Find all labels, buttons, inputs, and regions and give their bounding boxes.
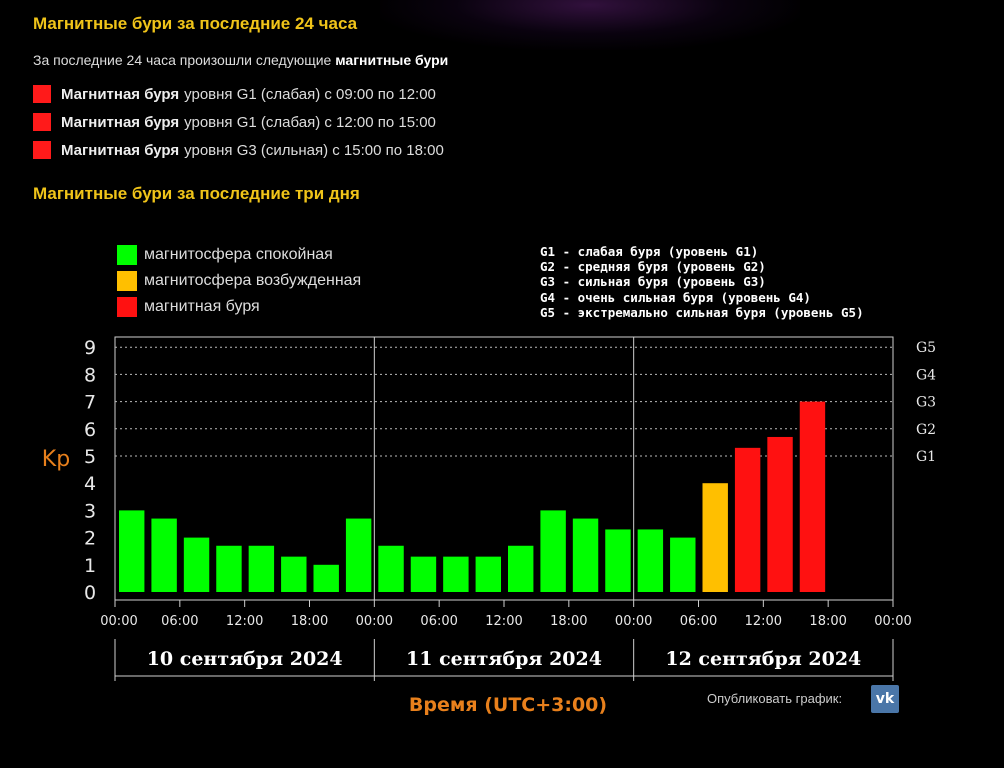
legend-calm-label: магнитосфера спокойная <box>144 246 333 263</box>
g-tick-label: G3 <box>916 395 936 411</box>
kp-bar <box>151 518 177 592</box>
y-tick-label: 1 <box>84 555 96 577</box>
storm-item-text: уровня G1 (слабая) с 12:00 по 15:00 <box>184 113 436 131</box>
storm-item: Магнитная буря уровня G3 (сильная) с 15:… <box>33 136 444 164</box>
g-tick-label: G2 <box>916 422 936 438</box>
legend-excited-label: магнитосфера возбужденная <box>144 272 362 289</box>
kp-bar <box>313 564 339 592</box>
kp-bar <box>767 436 793 592</box>
y-tick-label: 3 <box>84 500 96 522</box>
x-tick-label: 18:00 <box>291 614 328 629</box>
g-legend-line: G2 - средняя буря (уровень G2) <box>540 259 766 275</box>
storm-marker-icon <box>33 85 51 103</box>
g-legend-line: G3 - сильная буря (уровень G3) <box>540 274 766 290</box>
g-legend-line: G5 - экстремально сильная буря (уровень … <box>540 304 864 320</box>
x-tick-label: 00:00 <box>615 614 652 629</box>
y-tick-label: 7 <box>84 392 96 414</box>
y-tick-label: 2 <box>84 528 96 550</box>
kp-bar <box>572 518 599 592</box>
background-glow <box>380 0 800 50</box>
x-tick-label: 00:00 <box>100 614 137 629</box>
storm-marker-icon <box>33 113 51 131</box>
legend-storm: магнитная буря <box>117 294 361 320</box>
day-label: 11 сентября 2024 <box>406 648 602 670</box>
y-tick-label: 6 <box>84 419 96 441</box>
kp-bar <box>702 483 728 592</box>
legend-storm-swatch <box>117 297 137 317</box>
legend-excited-swatch <box>117 271 137 291</box>
y-tick-label: 8 <box>84 364 96 386</box>
g-legend-line: G1 - слабая буря (уровень G1) <box>540 244 759 259</box>
legend-excited: магнитосфера возбужденная <box>117 268 361 294</box>
kp-bar <box>734 447 761 592</box>
legend-calm-swatch <box>117 245 137 265</box>
y-tick-label: 0 <box>84 582 96 604</box>
g-tick-label: G4 <box>916 367 936 383</box>
intro-text: За последние 24 часа произошли следующие… <box>33 52 448 68</box>
kp-bar <box>443 556 469 592</box>
x-axis-label: Время (UTC+3:00) <box>409 694 607 716</box>
storm-item-text: уровня G1 (слабая) с 09:00 по 12:00 <box>184 85 436 103</box>
day-label: 10 сентября 2024 <box>147 648 343 670</box>
kp-bar <box>508 545 534 592</box>
y-tick-label: 5 <box>84 446 96 468</box>
kp-bar <box>670 537 696 592</box>
x-tick-label: 00:00 <box>874 614 911 629</box>
kp-bar <box>540 510 566 592</box>
storm-item: Магнитная буря уровня G1 (слабая) с 09:0… <box>33 80 444 108</box>
x-tick-label: 00:00 <box>356 614 393 629</box>
chart-legend: магнитосфера спокойная магнитосфера возб… <box>117 242 361 320</box>
kp-bar <box>183 537 210 592</box>
day-label: 12 сентября 2024 <box>665 648 861 670</box>
storm-item-bold: Магнитная буря <box>61 141 180 159</box>
storm-item-bold: Магнитная буря <box>61 85 180 103</box>
kp-bar <box>799 401 826 592</box>
x-tick-label: 12:00 <box>485 614 522 629</box>
kp-bar <box>475 556 501 592</box>
legend-calm: магнитосфера спокойная <box>117 242 361 268</box>
y-tick-label: 9 <box>84 337 96 359</box>
x-tick-label: 18:00 <box>550 614 587 629</box>
storm-item-text: уровня G3 (сильная) с 15:00 по 18:00 <box>184 141 444 159</box>
kp-bar <box>410 556 437 592</box>
kp-bar <box>248 545 275 592</box>
g-tick-label: G1 <box>916 449 936 465</box>
vk-share-button[interactable]: vk <box>871 685 899 713</box>
kp-bar <box>378 545 404 592</box>
intro-bold: магнитные бури <box>335 52 449 68</box>
kp-bar <box>281 556 307 592</box>
storm-marker-icon <box>33 141 51 159</box>
x-tick-label: 06:00 <box>420 614 457 629</box>
publish-label: Опубликовать график: <box>707 691 843 706</box>
kp-bar <box>637 529 664 592</box>
storm-item: Магнитная буря уровня G1 (слабая) с 12:0… <box>33 108 444 136</box>
kp-bar <box>119 510 145 592</box>
storm-item-bold: Магнитная буря <box>61 113 180 131</box>
g-legend-line: G4 - очень сильная буря (уровень G4) <box>540 289 811 305</box>
kp-bar <box>605 529 631 592</box>
y-tick-label: 4 <box>84 473 96 495</box>
intro-prefix: За последние 24 часа произошли следующие <box>33 52 332 68</box>
kp-bar <box>216 545 242 592</box>
g-level-legend: G1 - слабая буря (уровень G1) G2 - средн… <box>540 244 864 320</box>
kp-bar <box>345 518 372 592</box>
legend-storm-label: магнитная буря <box>144 298 260 315</box>
y-axis-label: Kp <box>42 447 70 472</box>
g-tick-label: G5 <box>916 340 936 356</box>
x-tick-label: 12:00 <box>745 614 782 629</box>
x-tick-label: 18:00 <box>809 614 846 629</box>
storm-list: Магнитная буря уровня G1 (слабая) с 09:0… <box>33 80 444 164</box>
title-24h: Магнитные бури за последние 24 часа <box>33 14 358 33</box>
x-tick-label: 12:00 <box>226 614 263 629</box>
x-tick-label: 06:00 <box>161 614 198 629</box>
x-tick-label: 06:00 <box>680 614 717 629</box>
title-3d: Магнитные бури за последние три дня <box>33 184 360 203</box>
